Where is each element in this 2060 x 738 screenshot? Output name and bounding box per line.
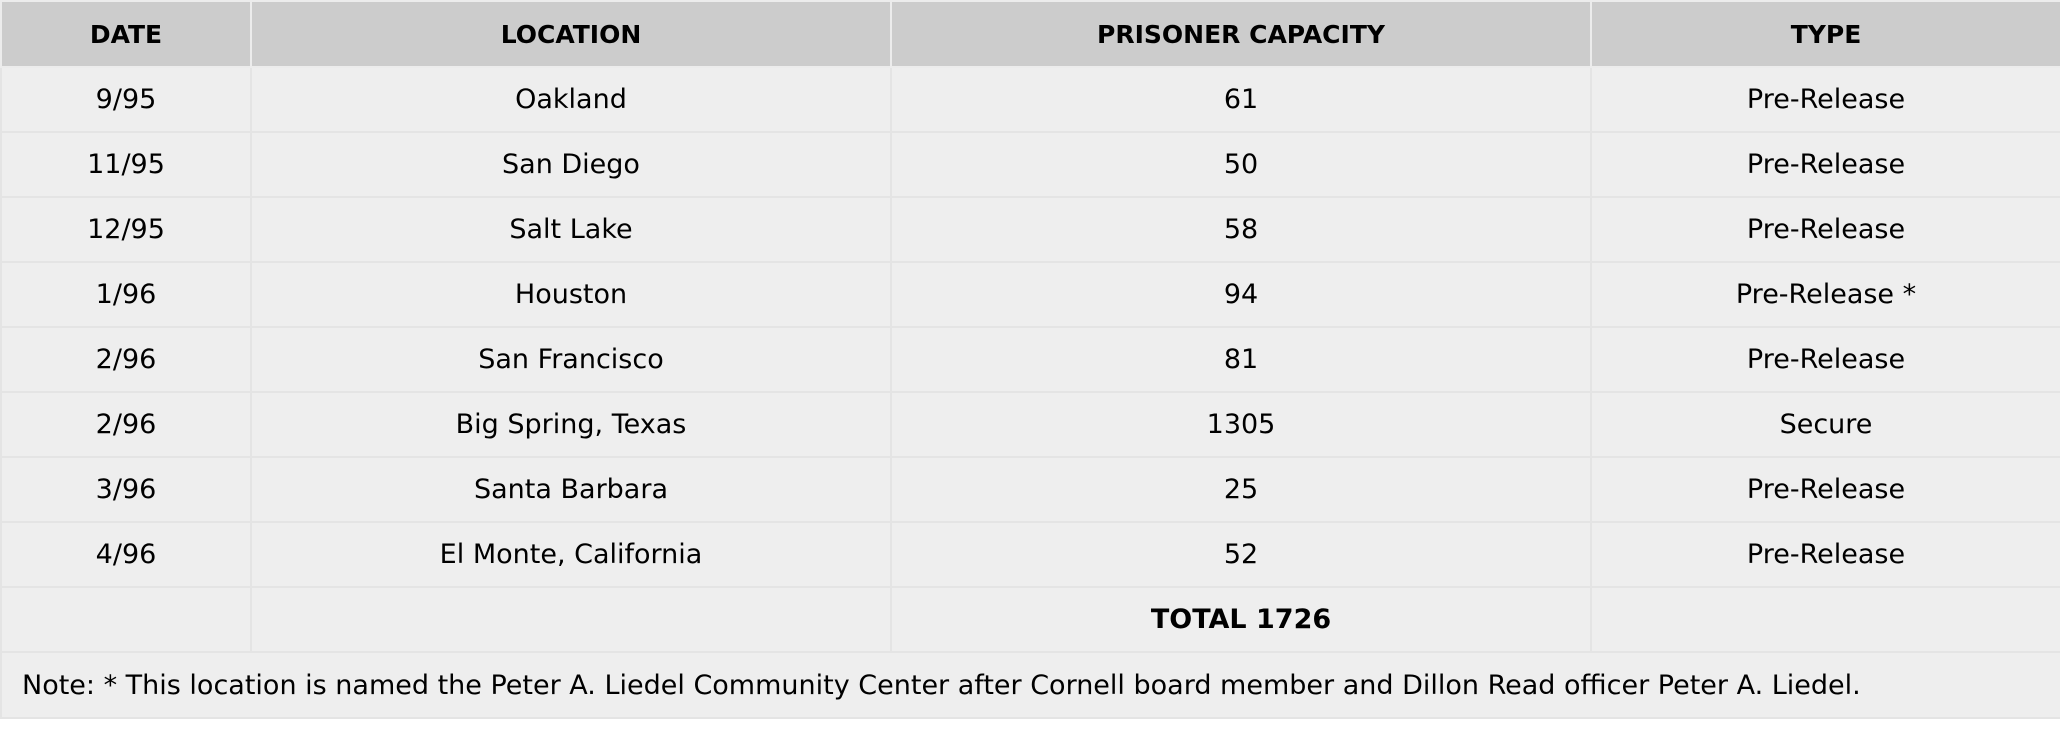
cell-capacity: 58 [890,196,1592,263]
facilities-table-container: DATE LOCATION PRISONER CAPACITY TYPE 9/9… [0,0,2060,719]
header-date: DATE [0,0,252,68]
cell-type: Pre-Release [1590,131,2060,198]
cell-date: 1/96 [0,261,252,328]
cell-capacity: 94 [890,261,1592,328]
cell-capacity: 50 [890,131,1592,198]
table-row: 3/96 Santa Barbara 25 Pre-Release [0,456,2060,523]
cell-location: Oakland [250,66,892,133]
note-row: Note: * This location is named the Peter… [0,651,2060,719]
total-capacity: TOTAL 1726 [890,586,1592,653]
table-row: 1/96 Houston 94 Pre-Release * [0,261,2060,328]
table-row: 2/96 Big Spring, Texas 1305 Secure [0,391,2060,458]
table-row: 11/95 San Diego 50 Pre-Release [0,131,2060,198]
cell-type: Pre-Release [1590,521,2060,588]
cell-date: 2/96 [0,391,252,458]
total-empty-location [250,586,892,653]
cell-capacity: 81 [890,326,1592,393]
table-row: 12/95 Salt Lake 58 Pre-Release [0,196,2060,263]
cell-type: Pre-Release * [1590,261,2060,328]
cell-date: 4/96 [0,521,252,588]
cell-capacity: 1305 [890,391,1592,458]
header-type: TYPE [1590,0,2060,68]
table-row: 4/96 El Monte, California 52 Pre-Release [0,521,2060,588]
cell-type: Pre-Release [1590,326,2060,393]
cell-capacity: 52 [890,521,1592,588]
header-location: LOCATION [250,0,892,68]
cell-location: Salt Lake [250,196,892,263]
total-empty-type [1590,586,2060,653]
cell-location: San Francisco [250,326,892,393]
footnote: Note: * This location is named the Peter… [0,651,2060,719]
cell-capacity: 61 [890,66,1592,133]
table-row: 9/95 Oakland 61 Pre-Release [0,66,2060,133]
cell-location: San Diego [250,131,892,198]
total-empty-date [0,586,252,653]
header-prisoner-capacity: PRISONER CAPACITY [890,0,1592,68]
cell-date: 11/95 [0,131,252,198]
cell-type: Pre-Release [1590,456,2060,523]
cell-date: 3/96 [0,456,252,523]
facilities-table: DATE LOCATION PRISONER CAPACITY TYPE 9/9… [0,0,2060,719]
cell-date: 12/95 [0,196,252,263]
cell-type: Secure [1590,391,2060,458]
cell-location: Big Spring, Texas [250,391,892,458]
cell-location: El Monte, California [250,521,892,588]
cell-date: 9/95 [0,66,252,133]
cell-date: 2/96 [0,326,252,393]
cell-location: Santa Barbara [250,456,892,523]
cell-type: Pre-Release [1590,66,2060,133]
header-row: DATE LOCATION PRISONER CAPACITY TYPE [0,0,2060,68]
cell-location: Houston [250,261,892,328]
cell-type: Pre-Release [1590,196,2060,263]
cell-capacity: 25 [890,456,1592,523]
total-row: TOTAL 1726 [0,586,2060,653]
table-row: 2/96 San Francisco 81 Pre-Release [0,326,2060,393]
